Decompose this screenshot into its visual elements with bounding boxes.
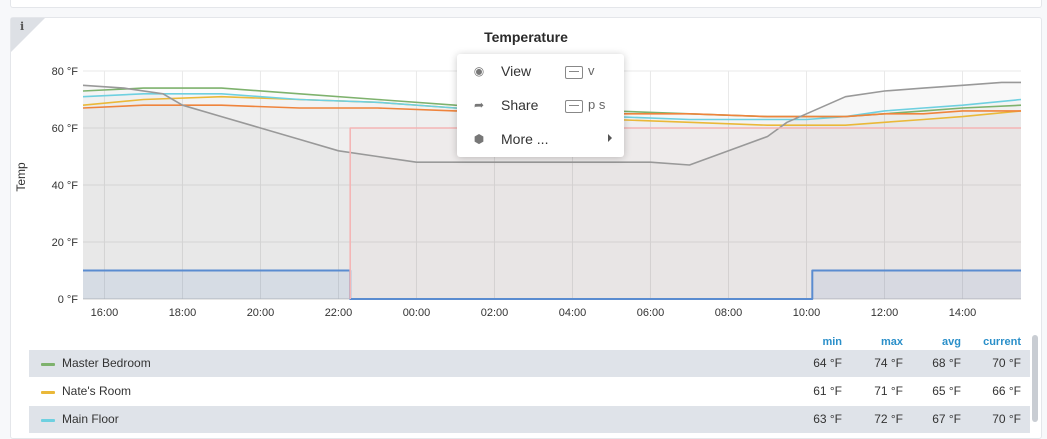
share-icon: ➦ <box>473 98 485 112</box>
panel-title[interactable]: Temperature <box>484 29 568 45</box>
legend-scrollbar[interactable] <box>1032 335 1038 422</box>
series-line <box>82 95 1022 126</box>
legend-row[interactable]: Nate's Room 61 °F 71 °F 65 °F 66 °F <box>29 378 1030 405</box>
legend-current: 70 °F <box>992 356 1021 370</box>
legend-row[interactable]: Main Floor 63 °F 72 °F 67 °F 70 °F <box>29 406 1030 433</box>
legend-min: 64 °F <box>813 356 842 370</box>
legend-header-avg[interactable]: avg <box>942 336 961 348</box>
y-tick-label: 80 °F <box>52 66 79 78</box>
menu-item-share-shortcut: p s <box>588 97 606 112</box>
eye-icon: ◉ <box>473 64 485 78</box>
series-color-swatch[interactable] <box>41 363 55 366</box>
x-tick-label: 06:00 <box>637 307 665 319</box>
legend-row[interactable]: Master Bedroom 64 °F 74 °F 68 °F 70 °F <box>29 350 1030 377</box>
keyboard-icon <box>565 100 583 113</box>
legend-max: 71 °F <box>874 384 903 398</box>
series-color-swatch[interactable] <box>41 419 55 422</box>
series-area-fill <box>83 270 1021 299</box>
panel-context-menu: ◉ View v ➦ Share p s ⬢ More ... <box>457 54 624 157</box>
menu-item-view-shortcut: v <box>588 63 595 78</box>
series-area-fill <box>83 82 1021 300</box>
previous-panel-edge <box>10 0 1042 8</box>
x-tick-label: 20:00 <box>247 307 275 319</box>
x-tick-label: 18:00 <box>169 307 197 319</box>
menu-item-more-label: More ... <box>501 131 549 147</box>
panel-info-corner[interactable] <box>11 18 45 52</box>
series-line <box>82 87 1022 118</box>
legend-series-name[interactable]: Nate's Room <box>62 384 131 398</box>
legend-current: 66 °F <box>992 384 1021 398</box>
menu-item-view-label: View <box>501 63 532 79</box>
legend-series-name[interactable]: Master Bedroom <box>62 356 151 370</box>
keyboard-icon <box>565 66 583 79</box>
x-tick-label: 14:00 <box>949 307 977 319</box>
submenu-arrow-icon <box>608 134 612 142</box>
x-tick-label: 00:00 <box>403 307 431 319</box>
series-line <box>82 81 1021 166</box>
legend-header-min[interactable]: min <box>822 336 842 348</box>
series-line <box>349 127 1021 299</box>
x-tick-label: 16:00 <box>91 307 119 319</box>
legend-series-name[interactable]: Main Floor <box>62 412 119 426</box>
series-line <box>83 269 1021 300</box>
legend-min: 61 °F <box>813 384 842 398</box>
menu-item-share-label: Share <box>501 97 539 113</box>
y-tick-label: 40 °F <box>52 180 79 192</box>
legend-max: 74 °F <box>874 356 903 370</box>
x-tick-label: 02:00 <box>481 307 509 319</box>
temperature-chart: 0 °F 20 °F 40 °F 60 °F 80 °F 16:00 18:00 20:00 2… <box>52 66 1022 319</box>
y-tick-label: 60 °F <box>52 123 79 135</box>
menu-item-share[interactable]: ➦ Share p s <box>457 92 624 120</box>
y-tick-label: 0 °F <box>58 294 79 306</box>
x-tick-label: 22:00 <box>325 307 353 319</box>
legend-min: 63 °F <box>813 412 842 426</box>
legend-avg: 65 °F <box>932 384 961 398</box>
legend-header-current[interactable]: current <box>983 336 1021 348</box>
x-tick-label: 12:00 <box>871 307 899 319</box>
menu-item-view[interactable]: ◉ View v <box>457 58 624 86</box>
menu-item-more[interactable]: ⬢ More ... <box>457 126 624 154</box>
info-icon[interactable]: i <box>20 20 25 33</box>
series-line <box>82 104 1021 118</box>
x-tick-label: 04:00 <box>559 307 587 319</box>
x-tick-label: 08:00 <box>715 307 743 319</box>
y-tick-label: 20 °F <box>52 237 79 249</box>
series-color-swatch[interactable] <box>41 391 55 394</box>
cube-icon: ⬢ <box>473 132 485 146</box>
x-tick-label: 10:00 <box>793 307 821 319</box>
series-line <box>82 93 1022 121</box>
legend-header-max[interactable]: max <box>880 336 903 348</box>
legend-max: 72 °F <box>874 412 903 426</box>
y-axis-label: Temp <box>14 162 28 192</box>
legend-avg: 67 °F <box>932 412 961 426</box>
legend-current: 70 °F <box>992 412 1021 426</box>
series-area-fill <box>350 128 1021 299</box>
legend-avg: 68 °F <box>932 356 961 370</box>
